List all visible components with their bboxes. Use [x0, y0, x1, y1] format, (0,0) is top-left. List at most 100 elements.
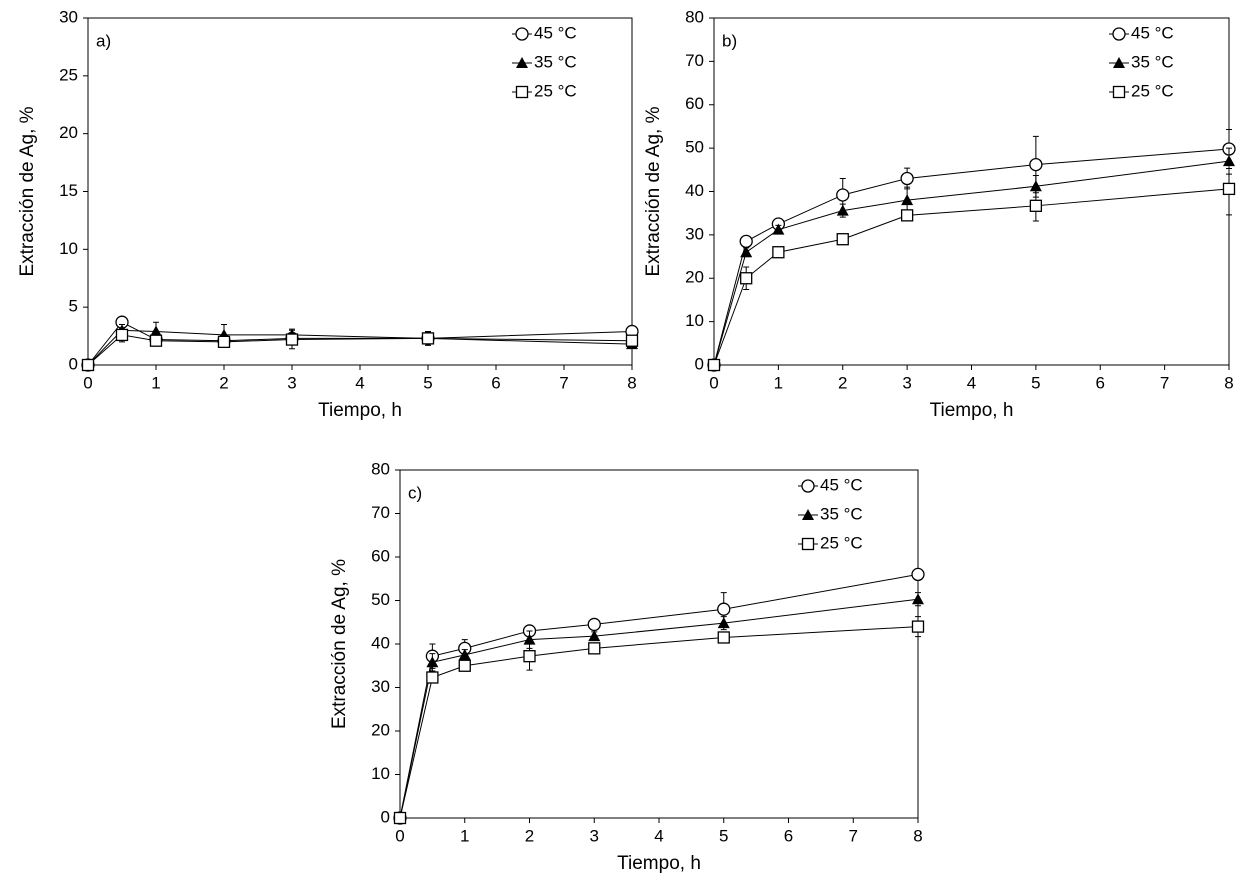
- y-tick-label: 60: [685, 94, 704, 113]
- marker: [911, 620, 925, 633]
- legend-label: 25 °C: [1131, 81, 1174, 100]
- y-tick-label: 20: [59, 123, 78, 142]
- x-tick-label: 5: [423, 373, 432, 392]
- marker: [801, 479, 815, 493]
- y-tick-label: 20: [685, 268, 704, 287]
- marker: [1029, 157, 1043, 172]
- panel-label: a): [96, 31, 111, 50]
- y-tick-label: 80: [685, 7, 704, 26]
- legend-label: 45 °C: [534, 23, 577, 42]
- marker: [772, 246, 785, 259]
- marker: [149, 334, 163, 347]
- marker: [802, 509, 814, 520]
- marker: [740, 246, 753, 258]
- y-tick-label: 30: [59, 7, 78, 26]
- series-line: [399, 626, 919, 819]
- y-tick-label: 10: [59, 239, 78, 258]
- marker: [801, 537, 815, 551]
- marker: [115, 328, 129, 342]
- marker: [421, 332, 435, 345]
- x-axis-label: Tiempo, h: [617, 853, 701, 874]
- marker: [1112, 27, 1126, 41]
- x-tick-label: 5: [719, 826, 728, 845]
- panel-label: b): [722, 31, 737, 50]
- marker: [426, 671, 439, 684]
- panel-label: c): [408, 483, 422, 502]
- marker: [588, 642, 601, 655]
- marker: [515, 85, 529, 99]
- x-tick-label: 2: [525, 826, 534, 845]
- series-line: [399, 598, 919, 819]
- x-axis-label: Tiempo, h: [930, 400, 1014, 421]
- x-tick-label: 2: [219, 373, 228, 392]
- y-tick-label: 50: [371, 590, 390, 609]
- legend-label: 35 °C: [820, 504, 863, 523]
- x-tick-label: 1: [460, 826, 469, 845]
- series-line: [399, 573, 919, 819]
- x-tick-label: 5: [1031, 373, 1040, 392]
- marker: [81, 358, 95, 372]
- y-tick-label: 10: [371, 764, 390, 783]
- marker: [717, 617, 730, 629]
- series-line: [87, 329, 633, 366]
- marker: [150, 325, 162, 337]
- x-tick-label: 4: [967, 373, 976, 392]
- x-tick-label: 6: [784, 826, 793, 845]
- x-tick-label: 6: [1096, 373, 1105, 392]
- x-tick-label: 3: [590, 826, 599, 845]
- marker: [740, 272, 753, 285]
- y-axis-label: Extracción de Ag, %: [643, 106, 664, 276]
- y-tick-label: 50: [685, 138, 704, 157]
- x-tick-label: 1: [774, 373, 783, 392]
- marker: [912, 593, 924, 605]
- y-tick-label: 80: [371, 459, 390, 478]
- marker: [515, 27, 529, 41]
- marker: [1222, 182, 1236, 196]
- marker: [707, 358, 721, 372]
- x-tick-label: 8: [1224, 373, 1233, 392]
- x-tick-label: 7: [849, 826, 858, 845]
- x-tick-label: 0: [395, 826, 404, 845]
- marker: [458, 648, 471, 660]
- marker: [523, 650, 536, 663]
- y-axis-label: Extracción de Ag, %: [17, 106, 38, 276]
- marker: [516, 57, 528, 68]
- legend-label: 35 °C: [1131, 52, 1174, 71]
- marker: [900, 209, 914, 222]
- series-line: [713, 148, 1230, 366]
- x-tick-label: 0: [83, 373, 92, 392]
- x-tick-label: 1: [151, 373, 160, 392]
- y-tick-label: 15: [59, 181, 78, 200]
- series-line: [713, 160, 1230, 366]
- marker: [393, 811, 407, 825]
- x-tick-label: 2: [838, 373, 847, 392]
- x-tick-label: 3: [287, 373, 296, 392]
- y-tick-label: 0: [695, 354, 704, 373]
- legend-label: 45 °C: [820, 475, 863, 494]
- legend-label: 35 °C: [534, 52, 577, 71]
- marker: [426, 656, 439, 668]
- series-line: [87, 321, 633, 366]
- x-axis-label: Tiempo, h: [318, 400, 402, 421]
- marker: [911, 567, 925, 582]
- marker: [1113, 57, 1125, 68]
- legend-label: 25 °C: [534, 81, 577, 100]
- y-tick-label: 30: [685, 224, 704, 243]
- marker: [900, 171, 914, 186]
- y-tick-label: 70: [371, 503, 390, 522]
- y-tick-label: 40: [371, 633, 390, 652]
- marker: [717, 631, 730, 644]
- marker: [836, 188, 850, 202]
- y-tick-label: 40: [685, 181, 704, 200]
- marker: [285, 333, 299, 346]
- marker: [625, 334, 639, 347]
- x-tick-label: 6: [491, 373, 500, 392]
- x-tick-label: 7: [559, 373, 568, 392]
- x-tick-label: 0: [709, 373, 718, 392]
- y-tick-label: 20: [371, 720, 390, 739]
- y-axis-label: Extracción de Ag, %: [329, 559, 350, 729]
- x-tick-label: 8: [627, 373, 636, 392]
- series-line: [713, 188, 1230, 366]
- x-tick-label: 7: [1160, 373, 1169, 392]
